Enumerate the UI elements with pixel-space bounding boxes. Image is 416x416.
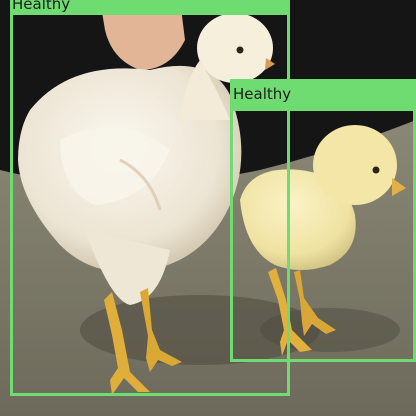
hand <box>100 0 185 70</box>
hen-leg-right <box>140 288 182 372</box>
hen-neck <box>180 60 230 120</box>
chick-leg-right <box>294 270 336 336</box>
chick-leg-left <box>268 268 312 356</box>
hen-eye <box>236 46 244 54</box>
chick-head <box>313 125 397 205</box>
hen-head <box>197 13 273 83</box>
hen-belly <box>85 230 170 305</box>
hen-wing-shade <box>119 158 162 211</box>
hen-wing <box>60 127 170 205</box>
chick-eye <box>372 166 380 174</box>
detection-label-2: Healthy <box>230 79 416 110</box>
hen-beak <box>265 58 275 70</box>
chick-beak <box>392 178 406 196</box>
hen-leg-left <box>104 292 150 395</box>
detection-label-1: Healthy <box>10 0 290 14</box>
hen-shadow <box>80 295 320 365</box>
